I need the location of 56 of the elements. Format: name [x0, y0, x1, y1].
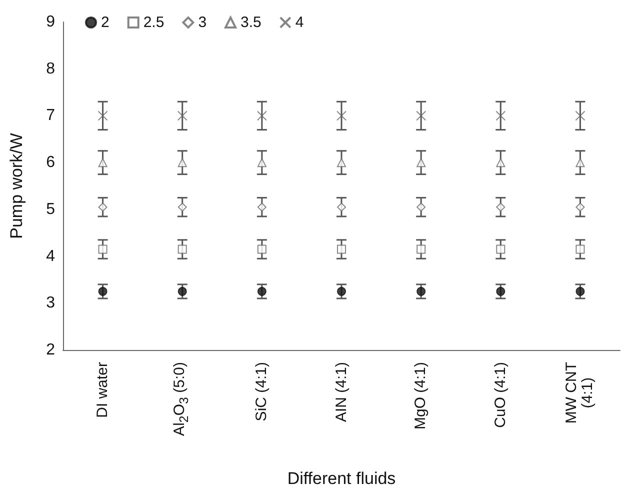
point — [98, 244, 108, 254]
point — [416, 110, 426, 121]
point — [337, 286, 346, 296]
x-axis-title: Different fluids — [287, 469, 396, 488]
point — [257, 244, 266, 254]
point — [98, 202, 108, 212]
x-tick-label: CuO (4:1) — [492, 362, 509, 428]
point — [178, 244, 187, 254]
point — [257, 202, 266, 212]
x-tick-label: MW CNT (4:1) — [563, 362, 596, 424]
point — [337, 158, 346, 168]
x-tick-label: MgO (4:1) — [412, 362, 430, 430]
legend-label: 4 — [295, 14, 304, 31]
point — [337, 202, 346, 212]
y-tick-label: 8 — [46, 60, 56, 78]
point — [178, 202, 187, 212]
point — [416, 202, 426, 212]
y-tick-label: 6 — [46, 154, 56, 172]
point — [336, 110, 346, 121]
legend-label: 3 — [198, 14, 207, 31]
x-tick-label: SiC (4:1) — [252, 362, 270, 422]
point — [496, 244, 506, 254]
point — [496, 202, 506, 212]
point — [177, 110, 188, 121]
y-tick-label: 7 — [46, 107, 56, 124]
legend-label: 2.5 — [143, 14, 164, 31]
y-tick-label: 2 — [46, 342, 56, 358]
point — [178, 158, 187, 168]
point — [98, 110, 108, 121]
y-tick-label: 4 — [46, 248, 56, 265]
legend-label: 3.5 — [240, 14, 262, 31]
point — [416, 158, 426, 168]
y-tick-label: 5 — [46, 200, 56, 218]
point — [98, 286, 108, 296]
point — [416, 286, 426, 296]
point — [575, 110, 586, 121]
point — [337, 244, 346, 254]
x-tick-label: DI water — [94, 362, 111, 418]
y-axis-title: Pump work/W — [7, 133, 26, 239]
point — [576, 202, 585, 212]
point — [576, 286, 585, 296]
y-tick-label: 3 — [46, 294, 56, 312]
point — [98, 158, 108, 168]
point — [256, 110, 267, 121]
point — [496, 158, 506, 168]
point — [416, 244, 426, 254]
point — [178, 286, 187, 296]
point — [576, 244, 585, 254]
point — [576, 158, 585, 168]
point — [496, 286, 506, 296]
point — [257, 158, 266, 168]
point — [496, 110, 506, 121]
x-tick-label: AIN (4:1) — [332, 362, 350, 422]
y-tick-label: 9 — [46, 14, 56, 30]
legend-label: 2 — [101, 14, 110, 31]
point — [257, 286, 266, 296]
